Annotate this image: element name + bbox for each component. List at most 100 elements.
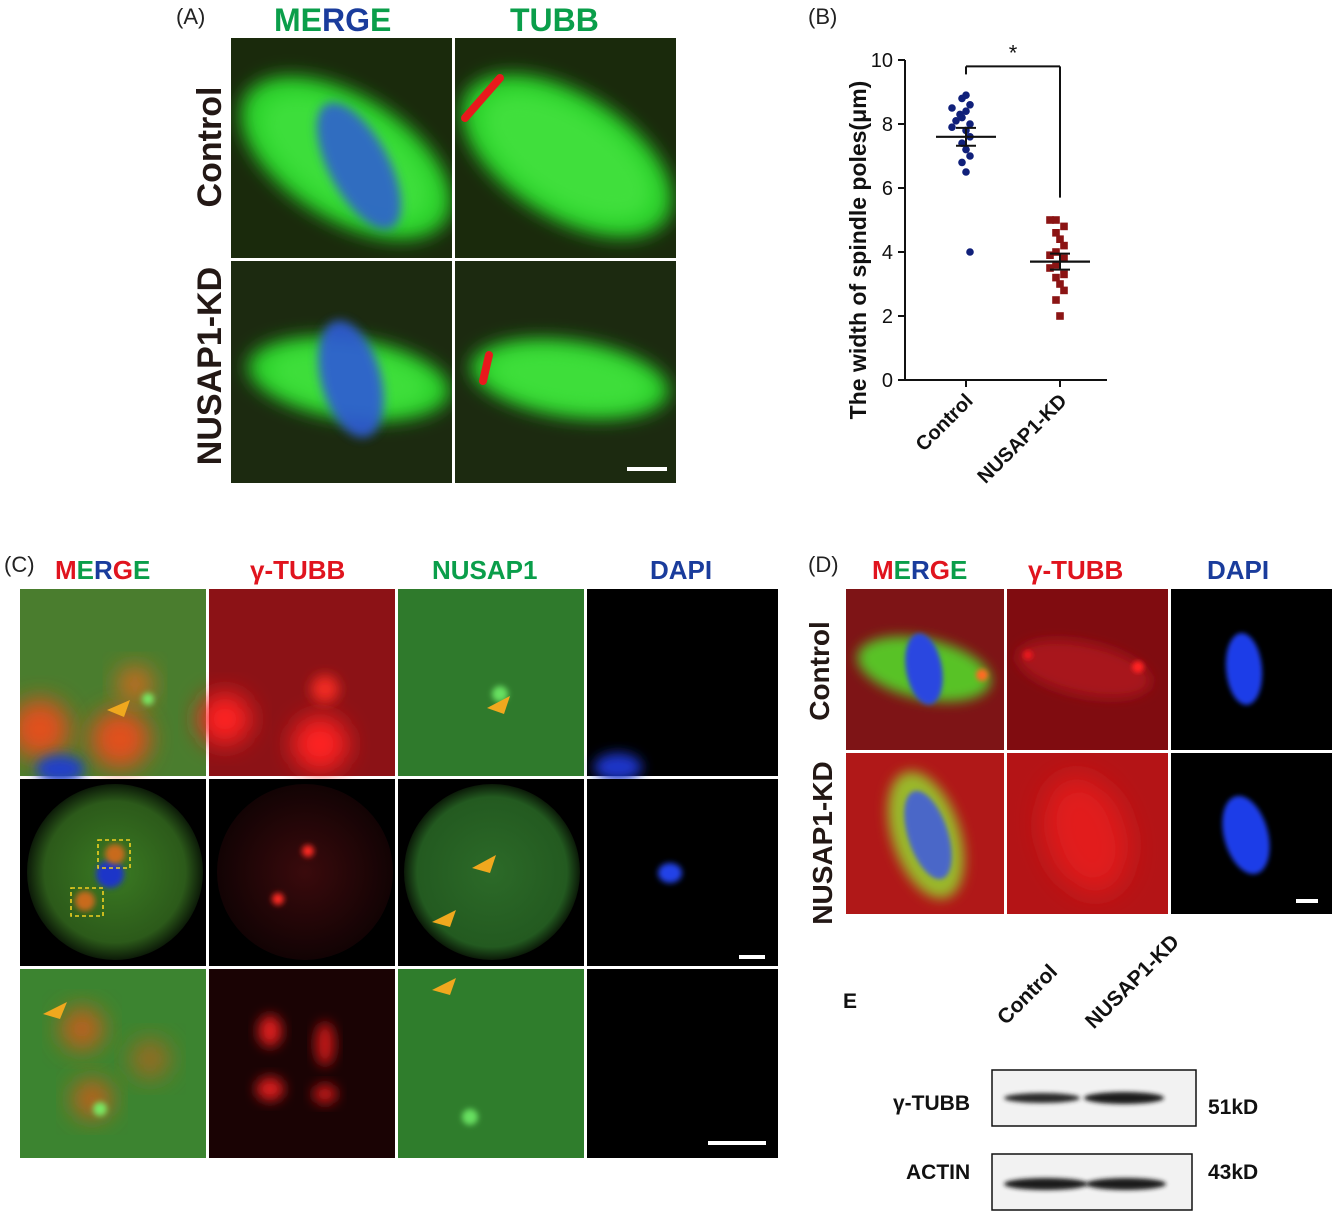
c-row3-gtubb bbox=[209, 969, 395, 1158]
panel-d-letter: (D) bbox=[808, 552, 839, 577]
c-row3-nusap1 bbox=[398, 969, 584, 1158]
merge-letter-e: E bbox=[893, 555, 912, 585]
panel-a-control-merge-image bbox=[231, 38, 452, 258]
merge-letter-m: M bbox=[274, 2, 301, 38]
data-point bbox=[952, 117, 960, 125]
y-tick-label: 2 bbox=[882, 306, 893, 328]
y-tick-label: 10 bbox=[871, 50, 893, 72]
data-point bbox=[966, 152, 974, 160]
panel-d-row-nusap1kd: NUSAP1-KD bbox=[807, 761, 838, 925]
panel-c-gtubb-header: γ-TUBB bbox=[250, 555, 346, 585]
x-tick-label: Control bbox=[912, 390, 978, 456]
significance-star: * bbox=[1009, 40, 1018, 65]
panel-d-dapi-header: DAPI bbox=[1207, 555, 1270, 585]
data-point bbox=[1046, 264, 1054, 272]
arrowhead-icon bbox=[432, 978, 456, 995]
data-point bbox=[1052, 296, 1060, 304]
data-point bbox=[958, 113, 966, 122]
data-point bbox=[1052, 229, 1060, 237]
data-point bbox=[1060, 286, 1068, 295]
merge-letter-g: G bbox=[929, 555, 951, 585]
lane-label-control: Control bbox=[993, 960, 1063, 1030]
panel-c-merge-header: MERGE bbox=[55, 555, 150, 586]
c-row2-gtubb bbox=[209, 779, 395, 966]
data-point bbox=[1060, 254, 1068, 263]
merge-letter-r: R bbox=[94, 555, 113, 585]
data-point bbox=[962, 145, 970, 154]
panel-c-nusap1-header: NUSAP1 bbox=[432, 555, 538, 585]
blot-actin-label: ACTIN bbox=[906, 1161, 971, 1184]
data-point bbox=[958, 158, 966, 167]
data-point bbox=[966, 101, 974, 109]
y-tick-label: 0 bbox=[882, 370, 893, 392]
arrowhead-icon bbox=[472, 855, 496, 873]
data-point bbox=[948, 104, 956, 112]
c-row1-merge bbox=[20, 589, 206, 783]
lane-label-nusap1kd: NUSAP1-KD bbox=[1081, 930, 1184, 1034]
data-point bbox=[1060, 241, 1068, 250]
data-point bbox=[962, 91, 970, 99]
blot-gtubb-label: γ-TUBB bbox=[893, 1092, 970, 1115]
panel-c-arrowheads bbox=[43, 696, 510, 1019]
merge-letter-e2: E bbox=[370, 2, 392, 38]
data-point bbox=[1052, 261, 1060, 269]
merge-letter-e2: E bbox=[950, 555, 968, 585]
panel-a-kd-merge-image bbox=[231, 261, 452, 483]
panel-a-control-tubb-image bbox=[455, 38, 676, 258]
arrowhead-icon bbox=[432, 910, 456, 927]
panel-a-letter: (A) bbox=[176, 4, 206, 29]
panel-a-kd-tubb-image bbox=[455, 261, 676, 483]
data-point bbox=[948, 123, 956, 131]
panel-c-dapi-header: DAPI bbox=[650, 555, 713, 585]
data-point bbox=[1056, 280, 1064, 288]
c-row2-dapi bbox=[587, 779, 778, 966]
panel-b-letter: (B) bbox=[808, 4, 838, 29]
data-point bbox=[966, 248, 974, 256]
merge-letter-e: E bbox=[76, 555, 95, 585]
c-row1-nusap1 bbox=[398, 589, 584, 776]
blot-gtubb-size: 51kD bbox=[1208, 1096, 1259, 1119]
arrowhead-icon bbox=[43, 1002, 67, 1019]
data-point bbox=[1046, 251, 1054, 259]
y-axis-title: The width of spindle poles(μm) bbox=[845, 81, 871, 420]
data-point bbox=[1052, 273, 1060, 282]
data-point bbox=[962, 168, 970, 176]
merge-letter-r: R bbox=[911, 555, 930, 585]
panel-e-letter: E bbox=[843, 990, 858, 1013]
western-blot bbox=[991, 1069, 1197, 1211]
blot-actin-size: 43kD bbox=[1208, 1161, 1259, 1184]
panel-d-merge-header: MERGE bbox=[872, 555, 967, 586]
data-point bbox=[962, 107, 970, 115]
spindle-width-marker bbox=[461, 74, 504, 122]
data-point bbox=[1052, 216, 1060, 224]
panel-c-letter: (C) bbox=[4, 552, 35, 577]
merge-letter-m: M bbox=[55, 555, 77, 585]
merge-letter-m: M bbox=[872, 555, 894, 585]
panel-a-tubb-header: TUBB bbox=[510, 2, 599, 38]
y-tick-label: 8 bbox=[882, 114, 893, 136]
data-point bbox=[1056, 312, 1064, 320]
c-row1-gtubb bbox=[199, 589, 395, 776]
panel-d-gtubb-header: γ-TUBB bbox=[1028, 555, 1124, 585]
data-point bbox=[1052, 248, 1060, 256]
data-point bbox=[1060, 222, 1068, 231]
merge-letter-g: G bbox=[345, 2, 370, 38]
scale-bar bbox=[627, 467, 667, 471]
data-point bbox=[1060, 270, 1068, 279]
panel-a-row-control: Control bbox=[191, 86, 229, 208]
c-row3-merge bbox=[20, 969, 206, 1158]
merge-letter-e2: E bbox=[133, 555, 151, 585]
merge-letter-e: E bbox=[300, 2, 322, 38]
data-point bbox=[1046, 216, 1054, 224]
y-tick-label: 6 bbox=[882, 178, 893, 200]
c-row1-dapi bbox=[587, 589, 778, 781]
c-row3-dapi bbox=[587, 969, 778, 1158]
c-row2-merge bbox=[20, 779, 206, 966]
x-tick-label: NUSAP1-KD bbox=[973, 390, 1071, 488]
data-point bbox=[966, 120, 974, 128]
merge-letter-g: G bbox=[112, 555, 134, 585]
y-tick-label: 4 bbox=[882, 242, 893, 264]
panel-a-row-nusap1kd: NUSAP1-KD bbox=[191, 266, 229, 466]
data-point bbox=[1056, 235, 1064, 243]
